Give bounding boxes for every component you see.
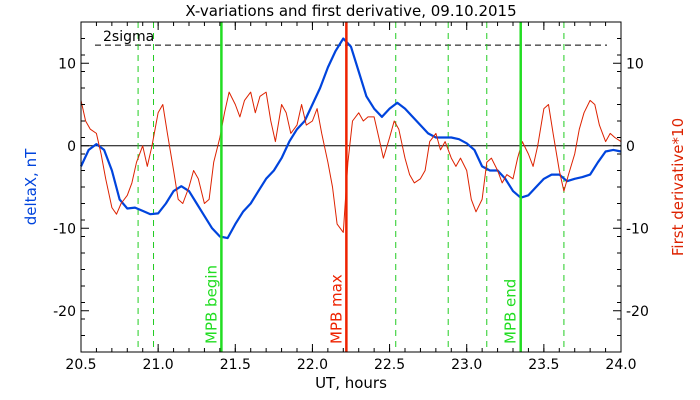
deltax-series-line: [80, 37, 622, 240]
y-tick-label-left: 0: [67, 139, 76, 155]
x-tick-label: 22.5: [374, 357, 405, 373]
x-tick-label: 20.5: [65, 357, 96, 373]
y-axis-label-right: First derivative*10: [669, 118, 687, 256]
x-tick-label: 22.0: [297, 357, 328, 373]
x-tick-label: 24.0: [605, 357, 636, 373]
derivative-series-line: [80, 91, 622, 233]
x-tick-label: 23.5: [528, 357, 559, 373]
y-tick-label-right: -20: [626, 304, 649, 320]
x-axis-label: UT, hours: [315, 374, 387, 392]
y-axis-label-left: deltaX, nT: [22, 148, 40, 225]
y-tick-label-left: 10: [58, 56, 76, 72]
plot-frame: [80, 21, 622, 353]
y-tick-label-right: 10: [626, 56, 644, 72]
y-tick-label-right: -10: [626, 221, 649, 237]
chart-title: X-variations and first derivative, 09.10…: [185, 2, 517, 20]
y-tick-label-left: -10: [53, 221, 76, 237]
sigma-label: 2sigma: [103, 29, 154, 45]
x-tick-label: 21.0: [143, 357, 174, 373]
mpb-begin-label: MPB begin: [202, 265, 220, 344]
y-tick-label-right: 0: [626, 139, 635, 155]
x-tick-label: 21.5: [220, 357, 251, 373]
mpb-max-label: MPB max: [327, 274, 345, 344]
x-tick-label: 23.0: [451, 357, 482, 373]
y-tick-label-left: -20: [53, 304, 76, 320]
mpb-end-label: MPB end: [502, 279, 520, 344]
